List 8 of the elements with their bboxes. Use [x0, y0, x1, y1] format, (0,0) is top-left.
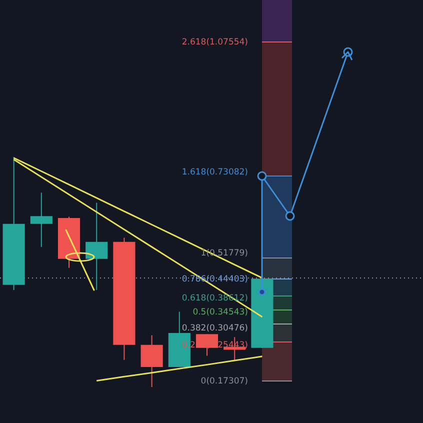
candlestick	[140, 334, 163, 388]
annotation: 0(0.17307)	[200, 376, 248, 386]
annotation: 0.5(0.34543)	[192, 307, 248, 318]
annotation: 0.382(0.30476)	[182, 323, 248, 334]
text: 2.618(1.07554)	[182, 37, 248, 48]
annotation: 1.618(0.73082)	[182, 167, 248, 178]
candlestick	[86, 202, 108, 290]
candlestick	[30, 192, 52, 248]
